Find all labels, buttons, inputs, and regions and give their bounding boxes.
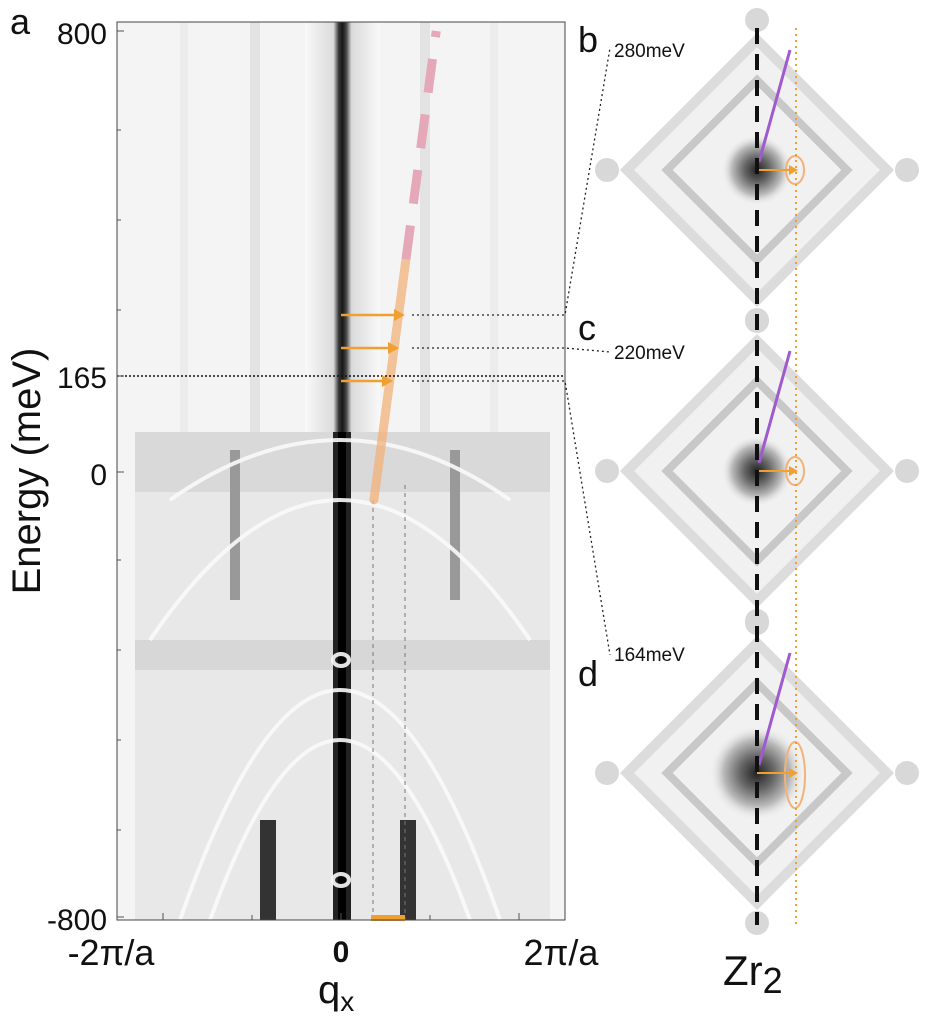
heatmap-upper-streaks: [180, 22, 498, 432]
zr-label-sub: 2: [763, 960, 783, 1001]
panel-label-a: a: [10, 1, 31, 42]
x-axis-label-sub: x: [340, 986, 354, 1017]
zr-label-main: Zr: [723, 947, 763, 994]
linecut-panel: [116, 21, 566, 921]
purple-vector: [757, 49, 792, 163]
energy-arrow-head: [388, 342, 399, 354]
x-axis-label-main: q: [318, 968, 340, 1012]
orange-q-range-marker: [371, 915, 405, 921]
heatmap-lower-band: [135, 432, 550, 920]
purple-vector: [757, 350, 792, 464]
y-tick-800: 800: [57, 18, 107, 51]
x-tick-zero: 0: [333, 936, 350, 969]
x-tick-neg: -2π/a: [68, 932, 156, 973]
x-axis-label: qx: [318, 968, 354, 1017]
panel-label-c: c: [578, 307, 596, 348]
connector-lines: [412, 47, 611, 656]
zr-label: Zr2: [723, 947, 783, 1001]
pink-dashed-extrapolation: [401, 30, 441, 260]
purple-vector: [757, 652, 792, 766]
y-tick-165: 165: [57, 362, 107, 395]
energy-label-220: 220meV: [614, 343, 685, 364]
energy-label-280: 280meV: [614, 41, 685, 62]
panel-label-b: b: [578, 19, 598, 60]
energy-arrow-head: [382, 375, 393, 387]
y-tick-0: 0: [90, 459, 107, 492]
y-axis-ticks: [117, 30, 124, 918]
panel-label-d: d: [578, 653, 598, 694]
energy-arrows: [341, 309, 405, 387]
x-axis-ticks: [162, 913, 520, 920]
x-tick-pos: 2π/a: [524, 932, 600, 973]
energy-label-164: 164meV: [614, 645, 685, 666]
fft-arrow-head: [789, 466, 798, 476]
fft-arrow-head: [789, 768, 798, 778]
y-tick-minus-800: -800: [47, 904, 107, 937]
fft-arrow-head: [789, 165, 798, 175]
y-axis-label: Energy (meV): [5, 348, 49, 595]
heatmap-white-curves: [148, 438, 532, 921]
energy-arrow-head: [394, 309, 405, 321]
